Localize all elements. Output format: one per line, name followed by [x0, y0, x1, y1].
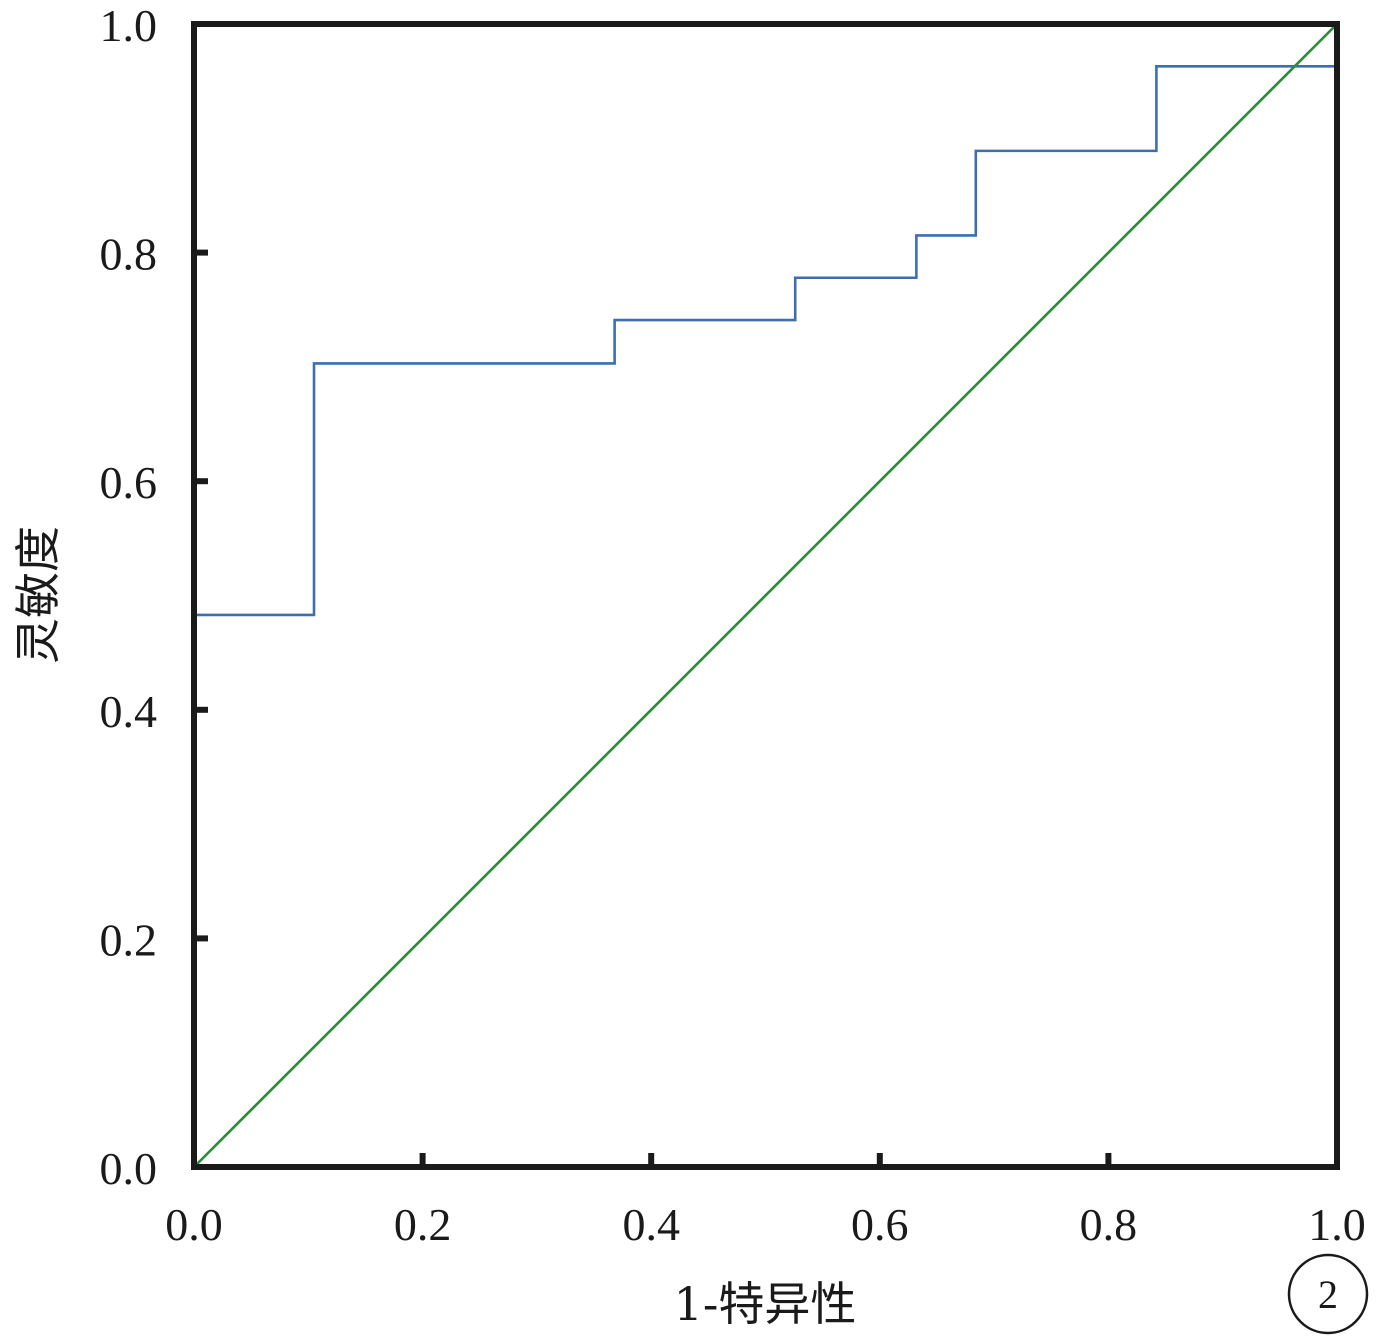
y-tick-label: 1.0 — [100, 0, 158, 51]
x-tick-label: 0.6 — [851, 1199, 909, 1250]
series-layer — [192, 23, 1338, 1168]
plot-frame — [191, 21, 1340, 1170]
reference-diagonal-line — [193, 23, 1338, 1168]
x-tick-label: 0.0 — [165, 1199, 223, 1250]
y-tick-label: 0.8 — [100, 229, 158, 280]
x-axis-title: 1-特异性 — [674, 1277, 857, 1331]
roc-curve-line — [192, 64, 1337, 1167]
ticks-layer: 0.0 0.2 0.4 0.6 0.8 1.0 0.0 0.2 0.4 0.6 0.8 1.0 — [100, 0, 1366, 1250]
y-tick-label: 0.6 — [100, 457, 158, 508]
panel-label-text: 2 — [1318, 1272, 1338, 1317]
panel-label: 2 — [1287, 1253, 1369, 1335]
panel-label-circle — [1287, 1253, 1369, 1335]
y-tick-label: 0.2 — [100, 914, 158, 965]
y-tick-label: 0.4 — [100, 686, 158, 737]
y-axis-title: 灵敏度 — [11, 526, 65, 664]
x-tick-label: 1.0 — [1308, 1199, 1366, 1250]
x-tick-label: 0.8 — [1080, 1199, 1138, 1250]
x-tick-label: 0.2 — [394, 1199, 452, 1250]
y-tick-label: 0.0 — [100, 1143, 158, 1194]
x-tick-label: 0.4 — [622, 1199, 680, 1250]
